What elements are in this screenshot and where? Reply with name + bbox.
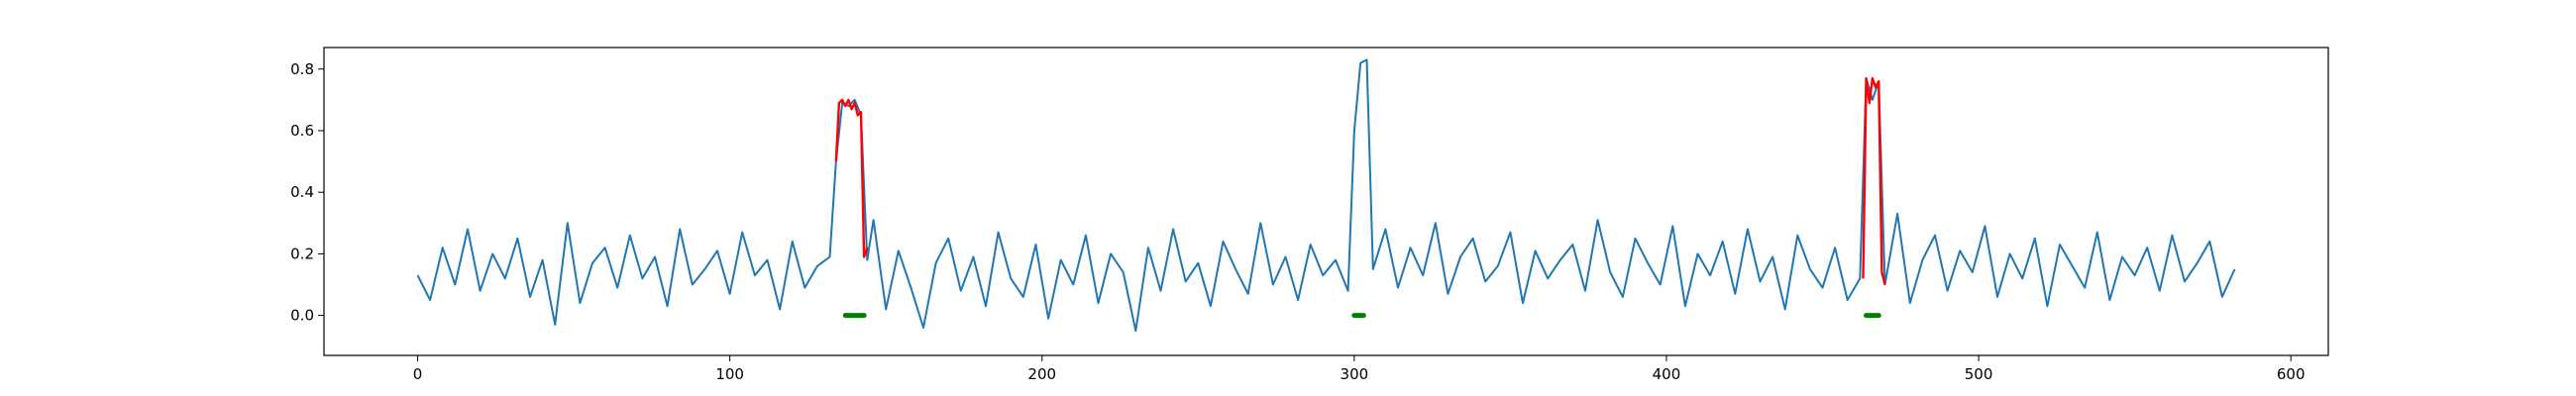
x-tick-label: 0 — [413, 365, 423, 383]
x-tick-label: 400 — [1653, 365, 1681, 383]
y-tick-label: 0.8 — [290, 60, 314, 78]
x-tick-label: 500 — [1965, 365, 1993, 383]
y-tick-label: 0.0 — [290, 307, 314, 325]
series-highlight-segment — [1862, 76, 1886, 285]
y-tick-label: 0.6 — [290, 122, 314, 140]
axes-frame — [323, 47, 2329, 356]
x-tick-label: 300 — [1341, 365, 1369, 383]
y-tick-label: 0.4 — [290, 183, 314, 201]
x-tick-label: 200 — [1027, 365, 1056, 383]
series-highlight-segment — [834, 98, 869, 258]
series-signal-line — [416, 58, 2236, 333]
y-tick-label: 0.2 — [290, 245, 314, 262]
plot-area: 0 100 200 300 400 500 600 0.0 0.2 0.4 0.6 0.8 — [290, 58, 2306, 383]
x-tick-label: 100 — [715, 365, 744, 383]
x-tick-label: 600 — [2277, 365, 2306, 383]
